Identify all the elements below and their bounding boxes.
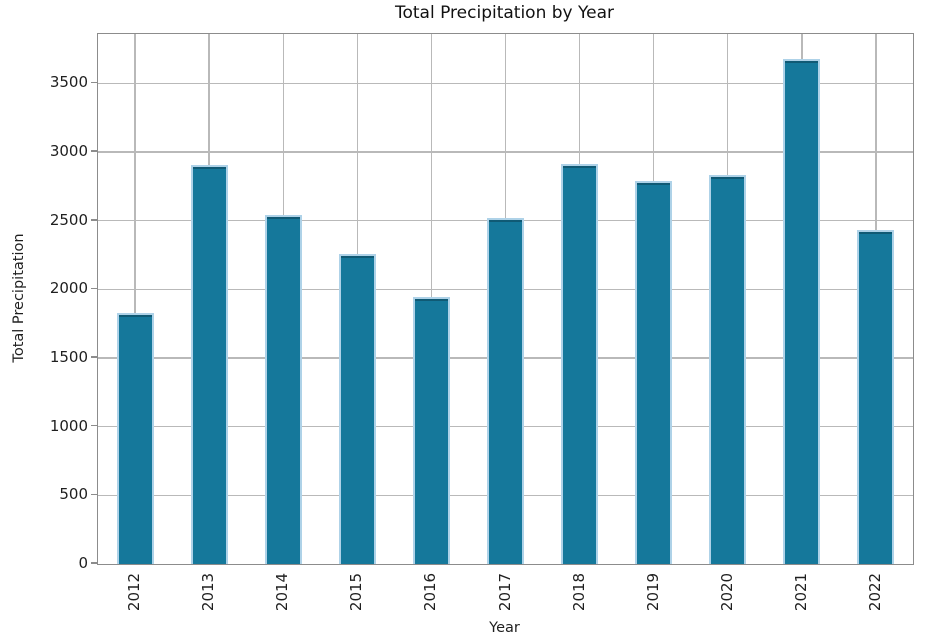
x-tick-label: 2019	[643, 572, 662, 612]
bar-2012	[116, 312, 154, 564]
y-tick-mark	[91, 562, 97, 564]
bar-2013	[190, 165, 228, 564]
x-tick-label: 2014	[273, 572, 292, 612]
y-tick-label: 2500	[49, 210, 88, 229]
chart-title: Total Precipitation by Year	[394, 3, 615, 23]
x-tick-label: 2016	[421, 572, 440, 612]
x-tick-label: 2012	[125, 572, 144, 612]
bar-2019	[635, 180, 673, 564]
x-tick-label: 2021	[791, 572, 810, 612]
x-tick-label: 2013	[199, 572, 218, 612]
y-tick-mark	[91, 424, 97, 427]
bar-2018	[561, 163, 599, 564]
bar-2015	[338, 254, 376, 564]
y-tick-label: 500	[59, 485, 88, 504]
y-tick-label: 3500	[49, 73, 88, 92]
y-tick-mark	[91, 219, 97, 221]
y-tick-label: 2000	[49, 279, 88, 298]
x-tick-label: 2020	[717, 572, 736, 612]
y-tick-label: 0	[78, 554, 88, 572]
y-tick-mark	[91, 287, 97, 290]
bar-2020	[709, 175, 747, 564]
x-axis-title: Year	[489, 620, 520, 632]
bar-2021	[783, 59, 821, 564]
x-tick-label: 2018	[569, 572, 588, 612]
y-tick-mark	[91, 150, 97, 152]
y-tick-mark	[91, 356, 97, 358]
y-tick-mark	[91, 81, 97, 84]
x-tick-label: 2015	[347, 572, 366, 612]
y-tick-mark	[91, 493, 97, 496]
x-tick-label: 2017	[495, 572, 514, 612]
y-tick-label: 3000	[49, 142, 88, 161]
bar-layer	[98, 34, 913, 564]
bar-2022	[857, 229, 895, 564]
bar-2017	[487, 218, 524, 564]
y-tick-label: 1500	[49, 348, 88, 367]
vertical-gridline	[134, 34, 136, 564]
y-tick-label: 1000	[49, 416, 88, 435]
plot-area	[97, 33, 914, 565]
x-tick-label: 2022	[865, 572, 884, 612]
bar-2014	[264, 215, 302, 564]
bar-2016	[412, 296, 450, 564]
